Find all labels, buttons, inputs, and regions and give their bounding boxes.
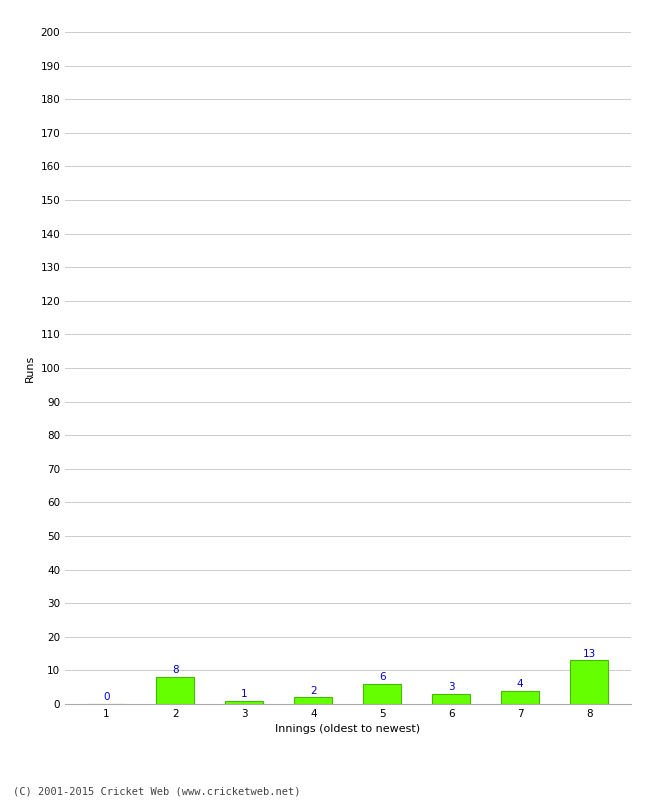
Text: 8: 8: [172, 666, 179, 675]
X-axis label: Innings (oldest to newest): Innings (oldest to newest): [275, 725, 421, 734]
Bar: [157, 677, 194, 704]
Text: (C) 2001-2015 Cricket Web (www.cricketweb.net): (C) 2001-2015 Cricket Web (www.cricketwe…: [13, 786, 300, 796]
Text: 4: 4: [517, 679, 523, 689]
Bar: [432, 694, 470, 704]
Bar: [363, 684, 401, 704]
Text: 13: 13: [582, 649, 596, 658]
Text: 1: 1: [241, 689, 248, 699]
Bar: [294, 698, 332, 704]
Y-axis label: Runs: Runs: [25, 354, 35, 382]
Text: 2: 2: [310, 686, 317, 695]
Text: 6: 6: [379, 672, 385, 682]
Text: 3: 3: [448, 682, 454, 692]
Bar: [226, 701, 263, 704]
Bar: [570, 660, 608, 704]
Text: 0: 0: [103, 692, 110, 702]
Bar: [501, 690, 539, 704]
